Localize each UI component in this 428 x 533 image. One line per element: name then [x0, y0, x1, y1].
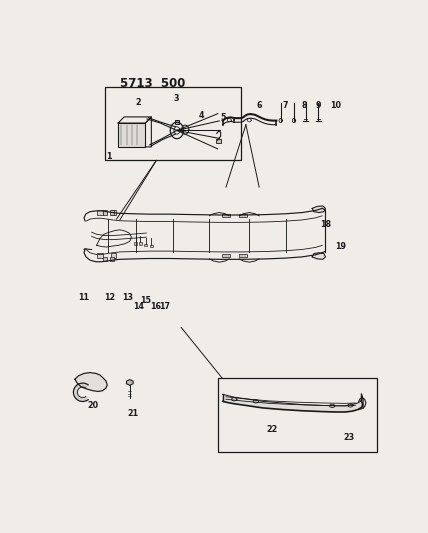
Bar — [97, 253, 103, 258]
Bar — [218, 378, 377, 452]
Text: 23: 23 — [344, 433, 355, 442]
Text: 11: 11 — [78, 293, 89, 302]
Text: 12: 12 — [104, 293, 116, 302]
Polygon shape — [74, 383, 88, 401]
Bar — [97, 210, 103, 215]
Text: 20: 20 — [87, 401, 98, 410]
Bar — [110, 253, 116, 258]
Bar — [110, 211, 113, 215]
Polygon shape — [312, 206, 325, 213]
Bar — [110, 257, 113, 261]
Bar — [103, 257, 107, 261]
Bar — [118, 123, 146, 147]
Text: 8: 8 — [301, 101, 307, 109]
Text: 10: 10 — [330, 101, 341, 109]
Polygon shape — [127, 379, 133, 385]
Text: 4: 4 — [198, 111, 204, 120]
Bar — [222, 254, 230, 257]
Text: 21: 21 — [127, 409, 138, 418]
Bar — [139, 243, 142, 245]
Bar — [175, 120, 179, 124]
Text: 1: 1 — [107, 152, 112, 161]
Text: 16: 16 — [150, 302, 161, 311]
Bar — [222, 214, 230, 217]
Text: 13: 13 — [123, 293, 134, 302]
Bar — [238, 214, 247, 217]
Polygon shape — [75, 373, 107, 391]
Text: 5: 5 — [220, 113, 226, 122]
Text: 6: 6 — [256, 101, 262, 109]
Bar — [105, 86, 241, 160]
Bar — [238, 254, 247, 257]
Text: 22: 22 — [267, 425, 278, 434]
Text: 15: 15 — [140, 296, 151, 305]
Text: 2: 2 — [135, 99, 141, 108]
Text: 17: 17 — [159, 302, 170, 311]
Polygon shape — [223, 394, 363, 412]
Text: 18: 18 — [320, 220, 331, 229]
Bar — [103, 211, 107, 215]
Text: 3: 3 — [173, 94, 179, 103]
Text: 7: 7 — [283, 101, 288, 109]
Text: 19: 19 — [335, 242, 346, 251]
Bar — [134, 243, 137, 245]
Bar — [150, 245, 153, 247]
Bar — [216, 139, 221, 143]
Text: 9: 9 — [316, 101, 321, 109]
Bar — [144, 244, 147, 246]
Text: 5713  500: 5713 500 — [120, 77, 185, 90]
Bar — [110, 210, 116, 215]
Polygon shape — [312, 253, 325, 260]
Text: 14: 14 — [134, 302, 145, 311]
